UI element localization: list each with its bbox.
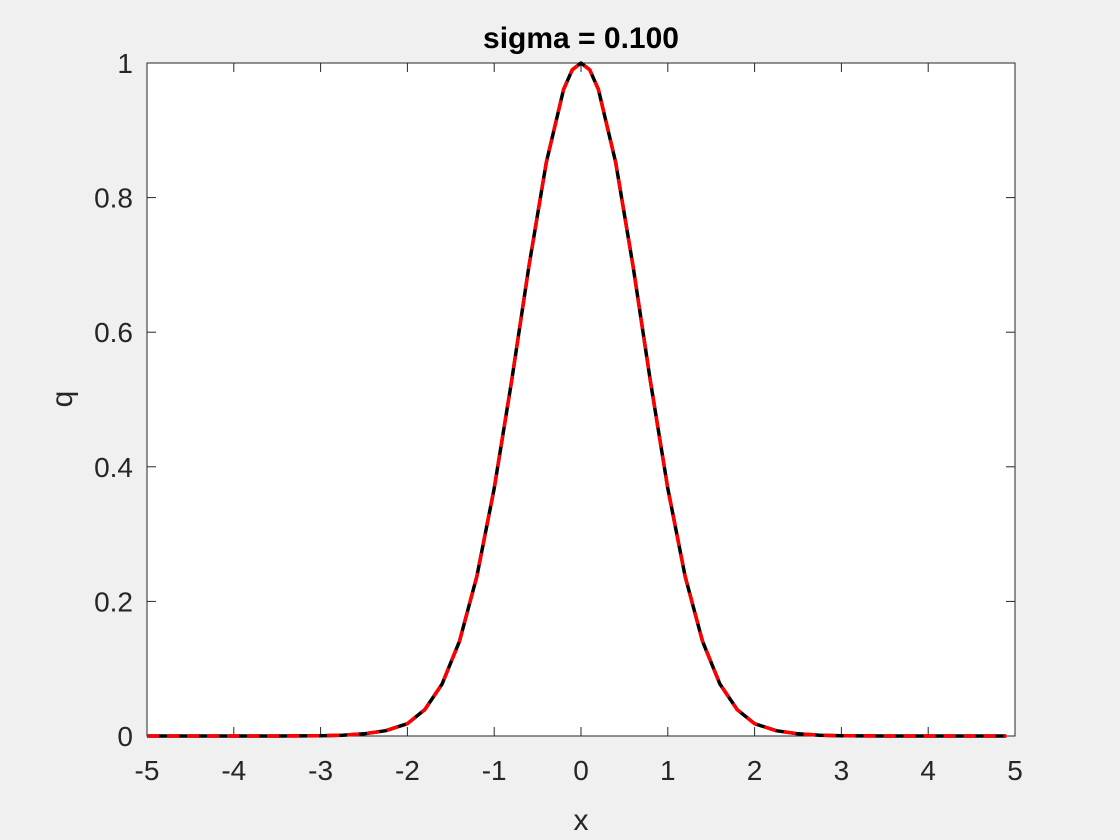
y-tick-labels: 0 0.2 0.4 0.6 0.8 1 [94,48,133,752]
y-tick-label: 0.2 [94,586,133,617]
y-tick-label: 1 [117,48,133,79]
x-tick-label: -1 [482,755,507,786]
y-tick-label: 0 [117,721,133,752]
chart-title: sigma = 0.100 [483,22,679,55]
x-tick-label: 1 [660,755,676,786]
x-axis-label: x [574,804,589,837]
series-lines [147,61,1007,738]
y-tick-label: 0.4 [94,452,133,483]
y-tick-label: 0.6 [94,317,133,348]
x-tick-label: 5 [1007,755,1023,786]
x-tick-labels: -5 -4 -3 -2 -1 0 1 2 3 4 5 [135,755,1023,786]
y-axis-label: q [46,391,79,408]
x-tick-label: -4 [221,755,246,786]
x-tick-label: 3 [834,755,850,786]
x-tick-label: -2 [395,755,420,786]
x-tick-label: -5 [135,755,160,786]
x-tick-label: 4 [920,755,936,786]
plot-area [146,62,1016,737]
x-tick-label: -3 [308,755,333,786]
series-line-dashed [147,61,1007,738]
x-tick-label: 0 [573,755,589,786]
x-tick-label: 2 [747,755,763,786]
y-tick-label: 0.8 [94,183,133,214]
